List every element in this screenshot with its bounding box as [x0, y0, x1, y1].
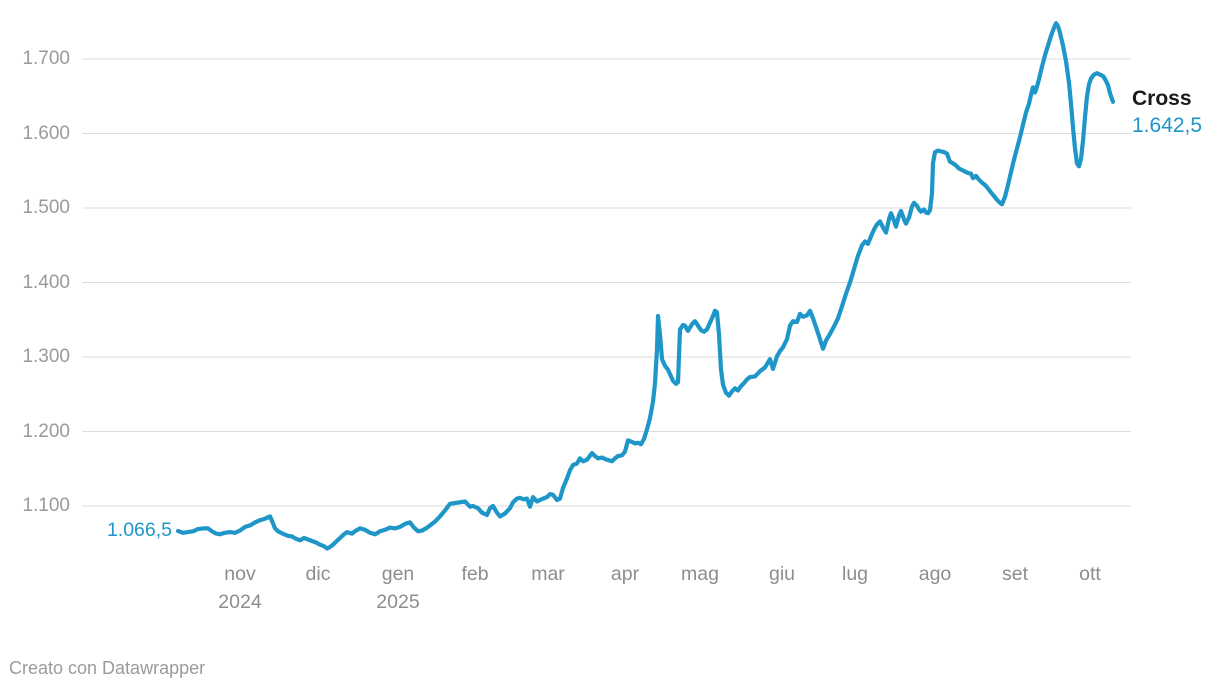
y-axis-tick-label: 1.400 [22, 271, 70, 293]
x-axis-tick-label: ott [1079, 563, 1101, 585]
series-name-label: Cross [1132, 87, 1192, 110]
x-axis-tick-label: feb [461, 563, 489, 585]
y-axis-tick-label: 1.700 [22, 48, 70, 69]
x-axis-tick-label: mag [681, 563, 719, 585]
x-axis-tick-label: dic [305, 563, 331, 585]
x-axis-tick-label: giu [768, 563, 796, 585]
start-value-label: 1.066,5 [106, 519, 172, 541]
x-axis-tick-label: set [1001, 563, 1028, 585]
cross-series-line [175, 21, 1116, 551]
x-axis-tick-label: gen [381, 563, 415, 585]
y-axis-tick-label: 1.500 [22, 197, 70, 218]
x-axis-year-label: 2024 [218, 591, 262, 613]
line-chart-plot [82, 21, 1131, 551]
x-axis-year-label: 2025 [376, 591, 420, 613]
datawrapper-credit-link[interactable]: Creato con Datawrapper [9, 658, 206, 678]
x-axis-tick-label: mar [531, 563, 565, 585]
y-axis-tick-label: 1.300 [22, 346, 70, 367]
y-axis-tick-label: 1.600 [22, 122, 70, 144]
x-axis-tick-label: lug [841, 563, 869, 585]
x-axis-tick-label: nov [224, 563, 256, 585]
end-value-label: 1.642,5 [1132, 114, 1203, 137]
y-axis-tick-label: 1.100 [22, 495, 70, 516]
y-axis-tick-label: 1.200 [22, 420, 70, 442]
x-axis-tick-label: ago [918, 563, 952, 585]
x-axis-tick-label: apr [610, 563, 640, 585]
